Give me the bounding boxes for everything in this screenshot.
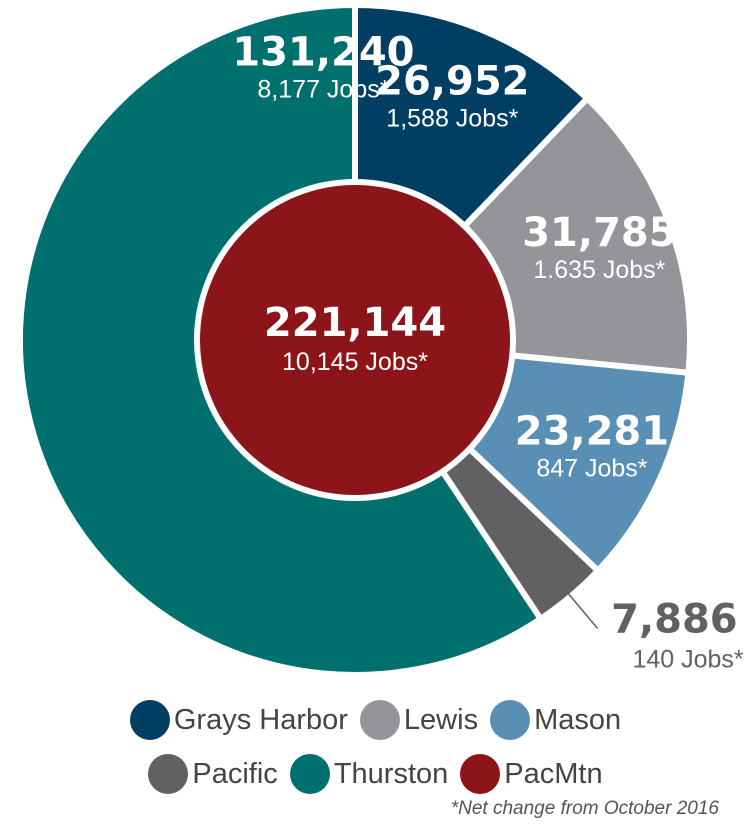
legend-item-grays-harbor: Grays Harbor <box>129 700 348 740</box>
legend-item-thurston: Thurston <box>289 754 449 794</box>
legend-item-pacific: Pacific <box>148 754 278 794</box>
legend-item-pacmtn: PacMtn <box>460 754 603 794</box>
value-label-pacmtn: 221,144 <box>264 300 446 346</box>
value-label-thurston: 131,240 <box>232 29 414 75</box>
legend-swatch-lewis <box>359 700 400 740</box>
legend-swatch-pacmtn <box>460 754 501 794</box>
footnote: *Net change from October 2016 <box>450 798 719 819</box>
legend-label-pacific: Pacific <box>192 757 278 790</box>
legend-label-thurston: Thurston <box>333 757 449 790</box>
value-label-grays-harbor: 26,952 <box>375 58 529 104</box>
value-label-pacific: 7,886 <box>611 597 738 643</box>
value-label-lewis: 31,785 <box>522 210 676 256</box>
jobs-label-pacific: 140 Jobs* <box>632 646 743 674</box>
legend-swatch-pacific <box>148 754 189 794</box>
legend-swatch-mason <box>490 700 531 740</box>
legend-swatch-thurston <box>289 754 330 794</box>
legend-label-lewis: Lewis <box>403 703 479 736</box>
jobs-label-pacmtn: 10,145 Jobs* <box>282 348 428 376</box>
leader-line-pacific <box>564 589 599 630</box>
legend: Grays Harbor Lewis Mason Pacific Thurston Pac… <box>0 700 751 808</box>
legend-label-pacmtn: PacMtn <box>504 757 603 790</box>
jobs-label-mason: 847 Jobs* <box>536 454 647 482</box>
legend-item-mason: Mason <box>490 700 621 740</box>
legend-item-lewis: Lewis <box>359 700 479 740</box>
legend-row: Grays Harbor Lewis Mason <box>0 700 751 740</box>
legend-label-mason: Mason <box>534 703 622 736</box>
jobs-label-thurston: 8,177 Jobs* <box>257 75 389 103</box>
jobs-label-lewis: 1.635 Jobs* <box>533 256 665 284</box>
jobs-label-grays-harbor: 1,588 Jobs* <box>386 104 518 132</box>
legend-label-grays-harbor: Grays Harbor <box>173 703 348 736</box>
legend-row: Pacific Thurston PacMtn <box>0 754 751 794</box>
legend-swatch-grays-harbor <box>129 700 170 740</box>
value-label-mason: 23,281 <box>515 408 669 454</box>
center-circle-pacmtn <box>194 179 516 501</box>
